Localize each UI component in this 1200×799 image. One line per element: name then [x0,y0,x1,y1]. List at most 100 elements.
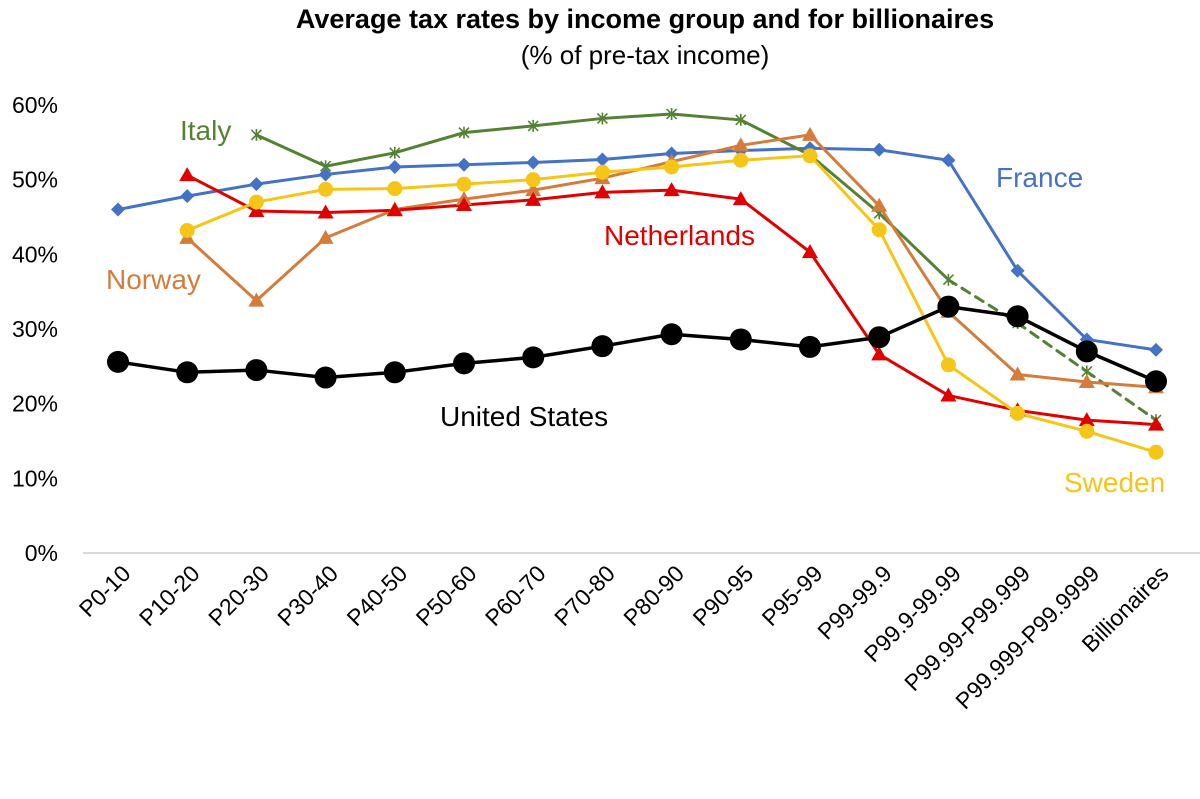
x-tick-label: P20-30 [203,560,274,631]
x-tick-label: P99.99-P99.999 [899,560,1035,696]
series-label-france: France [996,162,1083,193]
data-point-france [111,202,125,217]
line-segment-netherlands [877,352,950,397]
data-point-norway [1078,374,1095,389]
data-point-italy [389,146,401,159]
line-segment-netherlands [185,173,258,213]
data-point-norway [871,197,888,212]
series-label-united-states: United States [440,401,608,432]
data-point-italy [250,128,262,141]
line-segment-sweden [600,165,674,174]
line-segment-united-states [600,332,674,348]
data-point-norway [1009,366,1026,381]
x-tick-label: P50-60 [411,560,482,631]
data-point-netherlands [663,182,680,197]
line-segment-italy [808,153,881,215]
data-point-sweden [871,222,887,238]
line-segment-france [877,148,950,162]
line-segment-norway [877,204,950,314]
data-point-sweden [387,181,403,197]
data-point-sweden [1010,405,1026,421]
y-tick-label: 0% [25,540,58,566]
data-point-united-states [383,361,406,384]
line-segment-united-states [877,304,951,339]
line-segment-netherlands [531,190,604,202]
data-point-united-states [453,352,475,375]
data-point-united-states [522,346,545,369]
data-point-italy [320,160,332,173]
y-tick-label: 40% [12,241,58,267]
line-segment-norway [324,208,397,240]
line-segment-norway [462,188,535,201]
data-point-netherlands [1148,416,1164,431]
line-segment-united-states [462,355,535,366]
line-segment-france [1085,337,1158,352]
data-point-united-states [729,328,752,351]
series-label-netherlands: Netherlands [604,220,755,251]
data-point-netherlands [802,244,818,259]
line-segment-italy [670,112,743,122]
data-point-france [595,152,610,167]
data-point-sweden [733,152,749,168]
line-segment-sweden [1016,411,1089,433]
line-segment-sweden [808,154,881,232]
line-segment-italy [324,151,397,168]
line-segment-sweden [739,154,812,162]
line-segment-netherlands [670,188,743,201]
line-segment-italy [531,116,604,128]
line-segment-france [393,163,466,169]
data-point-netherlands [940,387,957,402]
line-segment-france [185,182,258,198]
x-tick-label: P40-50 [342,560,413,631]
line-segment-netherlands [462,198,535,207]
line-segment-norway [1016,373,1089,384]
data-point-united-states [591,335,614,358]
data-point-sweden [456,176,472,192]
chart-title: Average tax rates by income group and fo… [295,4,995,34]
data-point-sweden [248,194,264,210]
line-segment-netherlands [324,208,397,215]
line-segment-united-states [393,361,466,375]
series-label-sweden: Sweden [1064,467,1165,498]
line-segment-sweden [670,158,743,169]
line-segment-france [324,165,397,176]
data-point-norway [732,137,749,152]
line-segment-sweden [1085,429,1158,454]
data-point-france [941,153,956,168]
series-labels: Italy France Netherlands Norway United S… [106,115,1165,498]
data-point-united-states [107,350,129,373]
chart-subtitle: (% of pre-tax income) [520,40,770,70]
line-segment-france [808,146,881,152]
line-segment-italy [739,118,812,157]
line-segment-united-states [323,370,397,380]
line-segment-sweden [531,170,604,182]
line-segment-netherlands [393,203,466,212]
data-point-france [526,155,541,170]
line-segment-italy [254,133,328,168]
line-segment-italy [1085,370,1158,422]
line-segment-norway [393,197,466,212]
series-label-norway: Norway [106,264,201,295]
line-segment-norway [670,143,743,164]
data-point-italy [527,119,539,132]
y-tick-label: 60% [12,92,58,118]
series-label-italy: Italy [180,115,231,146]
line-segment-italy [1016,321,1089,374]
data-point-norway [802,126,818,141]
x-axis-labels: P0-10P10-20P20-30P30-40P40-50P50-60P60-7… [74,560,1174,714]
data-point-sweden [1079,423,1095,439]
data-point-france [318,167,333,182]
line-segment-norway [946,310,1020,377]
line-segment-united-states [946,304,1020,319]
data-point-united-states [868,326,891,349]
data-point-italy [458,126,470,139]
data-point-france [180,189,195,204]
line-segment-sweden [462,178,535,186]
line-segment-sweden [254,187,328,204]
data-point-netherlands [525,191,542,206]
line-segment-france [946,158,1020,273]
line-segment-italy [600,112,674,120]
line-segment-netherlands [739,197,812,254]
line-segment-france [1016,269,1089,341]
data-point-france [872,142,887,157]
